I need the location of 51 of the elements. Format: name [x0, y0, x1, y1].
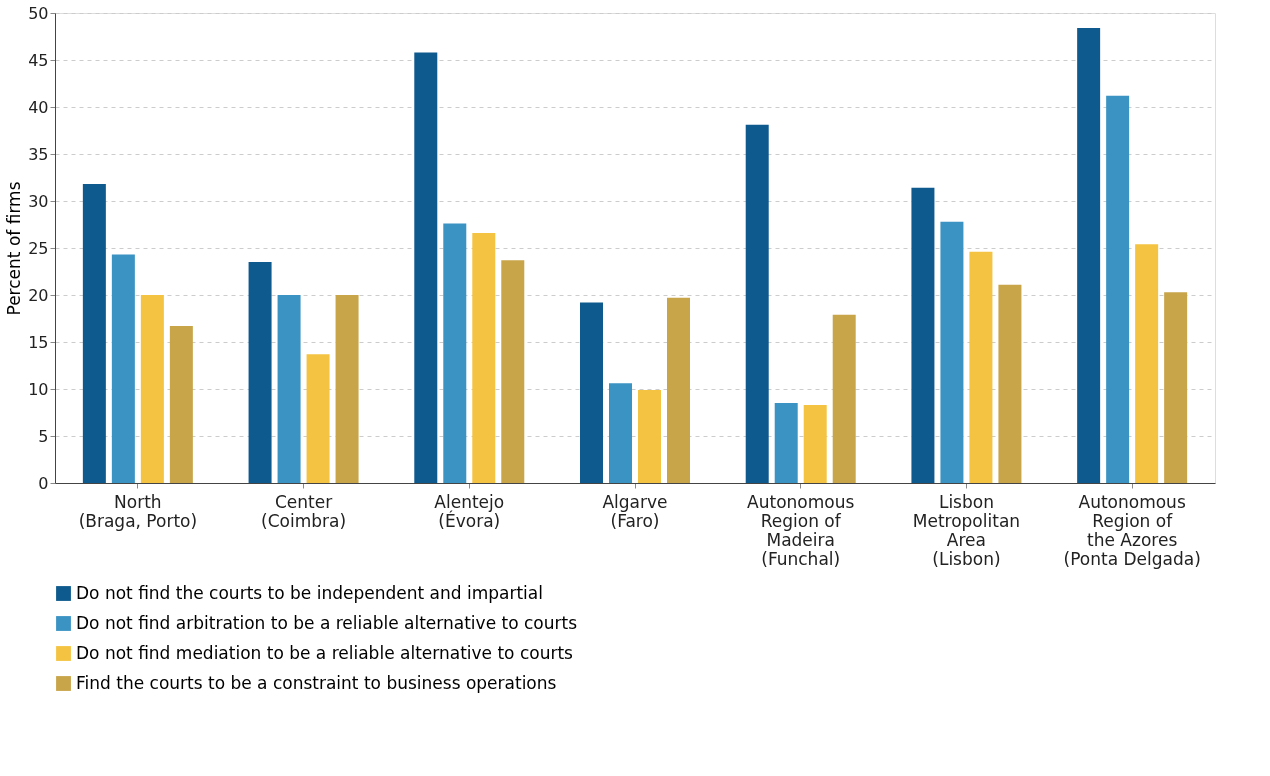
bar [169, 326, 193, 483]
bar [472, 232, 496, 483]
y-tick-label: 20 [28, 285, 49, 305]
x-tick-label: Lisbon Metropolitan Area (Lisbon) [912, 491, 1021, 569]
x-tick-label: Autonomous Region of the Azores (Ponta Delgada) [1063, 491, 1201, 569]
y-tick-label: 50 [28, 3, 49, 23]
x-tick-label: North (Braga, Porto) [78, 491, 198, 531]
legend-label: Find the courts to be a constraint to business operations [76, 672, 557, 693]
bar [82, 184, 106, 483]
legend-label: Do not find mediation to be a reliable alternative to courts [76, 642, 574, 663]
bar [969, 251, 993, 483]
bar [580, 302, 603, 483]
bar [414, 52, 438, 483]
x-tick-label: Alentejo (Évora) [434, 491, 505, 531]
y-tick-label: 10 [28, 379, 49, 399]
y-tick-label: 0 [38, 473, 49, 493]
bar [998, 284, 1022, 483]
y-tick-label: 25 [28, 238, 49, 258]
bar [1106, 95, 1130, 483]
y-tick-label: 40 [28, 97, 49, 117]
bar [911, 187, 935, 483]
y-axis-title: Percent of firms [4, 181, 25, 316]
bar [111, 254, 135, 483]
bar [443, 223, 467, 483]
bar [306, 354, 330, 483]
legend-label: Do not find the courts to be independent and impartial [76, 582, 543, 603]
bar [803, 404, 827, 483]
bar [1164, 292, 1188, 483]
bar [745, 124, 769, 483]
bar [248, 262, 272, 483]
bar [501, 260, 525, 483]
y-tick-label: 45 [28, 50, 49, 70]
y-tick-label: 35 [28, 144, 49, 164]
legend-label: Do not find arbitration to be a reliable alternative to courts [76, 612, 578, 633]
x-tick-label: Algarve (Faro) [602, 491, 668, 531]
bar [832, 314, 856, 483]
y-tick-label: 30 [28, 191, 49, 211]
bar [335, 295, 359, 483]
bar [940, 221, 964, 483]
bar [667, 297, 690, 483]
bar [140, 295, 164, 483]
bar [774, 403, 798, 483]
x-tick-label: Center (Coimbra) [261, 491, 347, 531]
bar [609, 383, 632, 483]
bar [277, 295, 301, 483]
x-tick-label: Autonomous Region of Madeira (Funchal) [747, 491, 855, 569]
y-tick-label: 5 [38, 426, 49, 446]
bar [1135, 244, 1159, 483]
y-tick-label: 15 [28, 332, 49, 352]
bar [1077, 28, 1101, 483]
bar [638, 389, 661, 483]
